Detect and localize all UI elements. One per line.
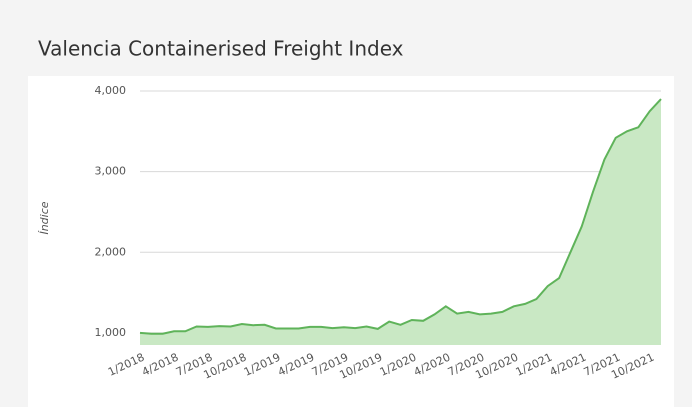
y-axis-label: Índice	[38, 201, 51, 234]
y-tick-label: 1,000	[95, 326, 127, 339]
plot-panel	[28, 76, 674, 407]
chart-title: Valencia Containerised Freight Index	[38, 37, 404, 61]
y-tick-label: 3,000	[95, 165, 127, 178]
y-tick-label: 4,000	[95, 84, 127, 97]
y-tick-label: 2,000	[95, 245, 127, 258]
area-fill	[140, 99, 661, 345]
line	[139, 98, 662, 335]
